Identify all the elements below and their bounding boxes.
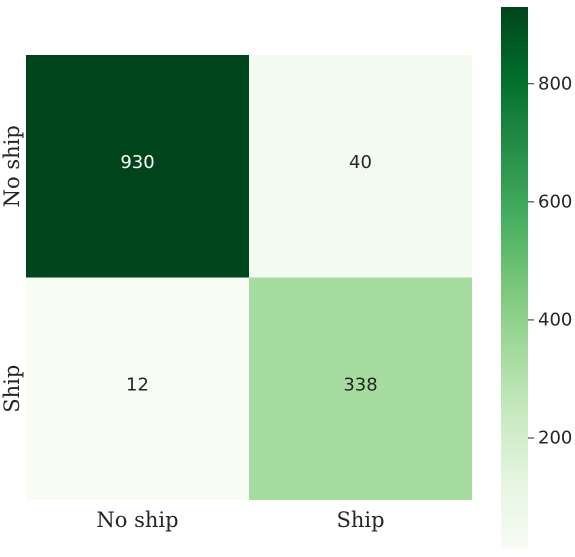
y-tick-label-0: No ship <box>0 125 24 207</box>
heatmap-cell-1-0 <box>26 277 249 500</box>
heatmap-cells <box>26 55 472 500</box>
y-axis-tick-labels: No ship Ship <box>0 125 24 413</box>
colorbar <box>501 7 528 549</box>
colorbar-ticks: 200 400 600 800 <box>528 73 572 449</box>
heatmap-cell-labels: 930 40 12 338 <box>120 152 377 396</box>
colorbar-tick-label-3: 800 <box>538 73 572 94</box>
cell-value-label-0-1: 40 <box>349 152 372 173</box>
heatmap-cell-0-1 <box>249 55 472 278</box>
colorbar-tick-label-1: 400 <box>538 309 572 330</box>
x-axis-tick-labels: No ship Ship <box>96 508 384 532</box>
x-tick-label-1: Ship <box>336 508 384 532</box>
heatmap-cell-1-1 <box>249 277 472 500</box>
cell-value-label-0-0: 930 <box>120 152 154 173</box>
cell-value-label-1-1: 338 <box>343 374 377 395</box>
colorbar-tick-label-0: 200 <box>538 428 572 449</box>
heatmap-cell-0-0 <box>26 55 249 278</box>
cell-value-label-1-0: 12 <box>126 374 149 395</box>
y-tick-label-1: Ship <box>0 365 24 413</box>
colorbar-tick-label-2: 600 <box>538 191 572 212</box>
x-tick-label-0: No ship <box>96 508 178 532</box>
